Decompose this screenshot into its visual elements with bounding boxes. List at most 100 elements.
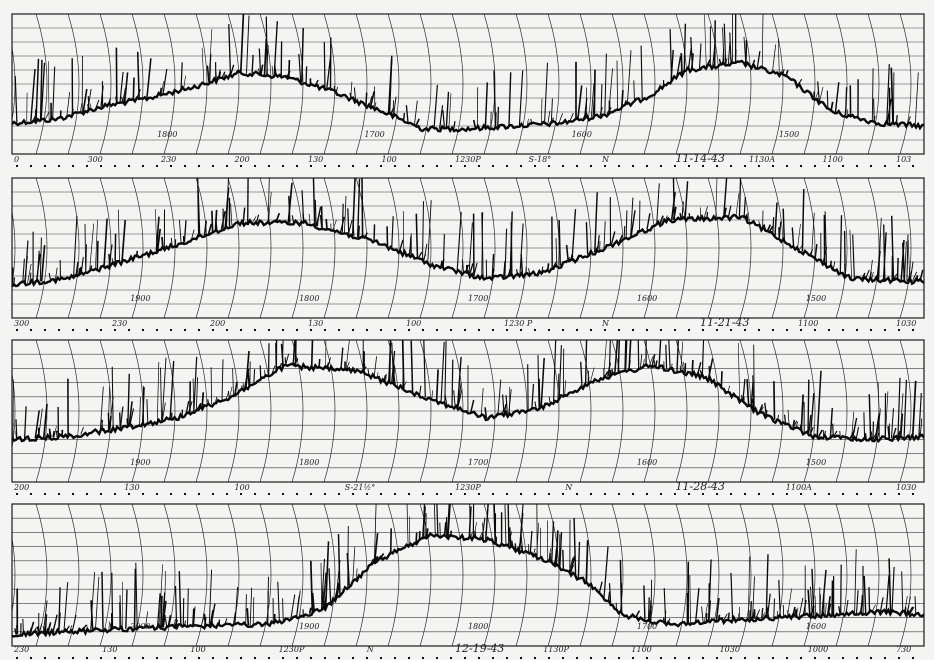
trace-spike xyxy=(246,608,250,626)
trace-spike xyxy=(291,215,295,223)
tick-dot xyxy=(408,165,410,167)
trace-spike xyxy=(209,609,214,626)
trace-spike xyxy=(624,340,627,373)
trace-spike xyxy=(494,112,497,128)
time-label: 130 xyxy=(308,155,323,164)
tick-dot xyxy=(870,329,872,331)
hour-label: 1700 xyxy=(468,458,488,467)
trace-spike xyxy=(325,340,327,369)
trace-spike xyxy=(607,591,611,602)
tick-dot xyxy=(506,493,508,495)
trace-spike xyxy=(14,75,18,123)
grid-arc xyxy=(227,340,240,482)
trace-spike xyxy=(402,381,407,389)
trace-spike xyxy=(718,58,722,66)
trace-spike xyxy=(125,589,128,629)
trace-spike xyxy=(312,178,316,226)
trace-spike xyxy=(344,195,347,234)
trace-spike xyxy=(288,195,291,223)
trace-spike xyxy=(197,190,201,237)
trace-spike xyxy=(871,271,874,280)
trace-spike xyxy=(890,215,895,281)
trace-spike xyxy=(287,59,291,79)
grid-arc xyxy=(35,504,48,646)
trace-spike xyxy=(368,96,373,107)
trace-spike xyxy=(347,220,353,235)
trace-spike xyxy=(373,504,377,564)
trace-spike xyxy=(29,621,35,634)
tick-dot xyxy=(506,165,508,167)
trace-spike xyxy=(573,518,577,577)
trace-spike xyxy=(683,23,687,72)
trace-spike xyxy=(341,203,344,234)
trace-spike xyxy=(158,564,164,628)
tick-dot xyxy=(282,493,284,495)
trace-spike xyxy=(383,374,387,382)
trace-spike xyxy=(481,212,484,279)
trace-spike xyxy=(358,225,360,238)
tick-dot xyxy=(422,657,424,659)
tick-dot xyxy=(156,165,158,167)
trace-spike xyxy=(664,610,667,624)
grid-arc xyxy=(803,14,816,154)
trace-spike xyxy=(271,65,274,76)
grid-arc xyxy=(675,14,688,154)
trace-spike xyxy=(372,556,378,564)
trace xyxy=(12,14,924,134)
time-arcs xyxy=(12,178,912,318)
tick-dot xyxy=(604,329,606,331)
tick-dot xyxy=(884,165,886,167)
tick-dot xyxy=(814,493,816,495)
grid-arc xyxy=(771,178,784,318)
trace-spike xyxy=(577,85,583,120)
tick-dot xyxy=(268,493,270,495)
tick-dot xyxy=(534,657,536,659)
tick-dot xyxy=(646,657,648,659)
trace-spike xyxy=(108,415,112,430)
trace-spike xyxy=(598,581,603,594)
trace-spike xyxy=(832,261,836,269)
trace-spike xyxy=(268,191,272,223)
tick-dot xyxy=(786,165,788,167)
trace-spike xyxy=(224,618,228,626)
tick-dot xyxy=(674,493,676,495)
trace-spike xyxy=(715,178,718,219)
trace-spike xyxy=(234,381,238,395)
trace-spike xyxy=(87,96,90,111)
tick-dot xyxy=(786,657,788,659)
trace-spike xyxy=(69,625,73,632)
trace-spike xyxy=(326,357,331,369)
tick-dot xyxy=(464,493,466,495)
tick-dot xyxy=(730,657,732,659)
tick-dot xyxy=(534,329,536,331)
hour-label: 1900 xyxy=(130,458,150,467)
grid-arc xyxy=(12,535,16,615)
grid-arc xyxy=(99,14,112,154)
trace-spike xyxy=(528,268,531,275)
trace-spike xyxy=(900,413,904,438)
trace-spike xyxy=(708,365,711,381)
trace-spike xyxy=(123,86,127,103)
trace-spike xyxy=(308,213,311,225)
trace-spike xyxy=(101,571,104,630)
trace-spike xyxy=(337,533,341,595)
trace-spike xyxy=(469,399,475,413)
trace-spike xyxy=(864,269,870,280)
trace-spike xyxy=(77,267,81,276)
trace-spike xyxy=(111,572,114,630)
tick-dot xyxy=(688,329,690,331)
hour-label: 1800 xyxy=(299,294,319,303)
tick-dot xyxy=(632,329,634,331)
trace-spike xyxy=(201,392,205,409)
trace-spike xyxy=(608,583,612,604)
trace-spike xyxy=(907,270,912,282)
tick-dot xyxy=(618,165,620,167)
trace-spike xyxy=(608,68,613,114)
time-label: 1000 xyxy=(808,645,828,654)
trace-spike xyxy=(440,341,445,403)
tick-dot xyxy=(310,657,312,659)
grid-arc xyxy=(355,178,368,318)
trace-spike xyxy=(211,210,214,233)
trace-spike xyxy=(473,262,478,276)
trace-spike xyxy=(39,237,42,282)
